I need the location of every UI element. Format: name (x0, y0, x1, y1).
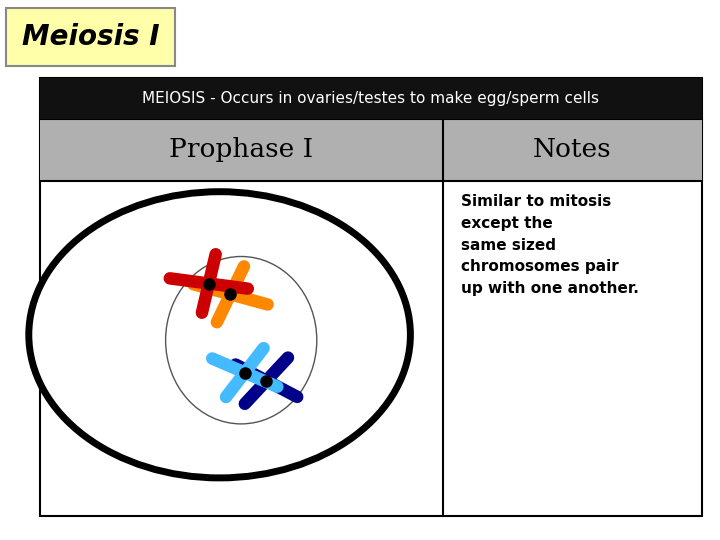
Bar (6, 8, 175, 66)
Text: Similar to mitosis
except the
same sized
chromosomes pair
up with one another.: Similar to mitosis except the same sized… (461, 194, 639, 296)
Bar (40, 78, 702, 119)
Ellipse shape (166, 256, 317, 424)
Bar (40, 78, 702, 516)
Text: Notes: Notes (533, 137, 612, 163)
Text: Meiosis I: Meiosis I (22, 23, 159, 51)
Circle shape (29, 192, 410, 478)
Text: MEIOSIS - Occurs in ovaries/testes to make egg/sperm cells: MEIOSIS - Occurs in ovaries/testes to ma… (143, 91, 599, 106)
Text: Prophase I: Prophase I (169, 137, 313, 163)
Bar (40, 119, 702, 181)
